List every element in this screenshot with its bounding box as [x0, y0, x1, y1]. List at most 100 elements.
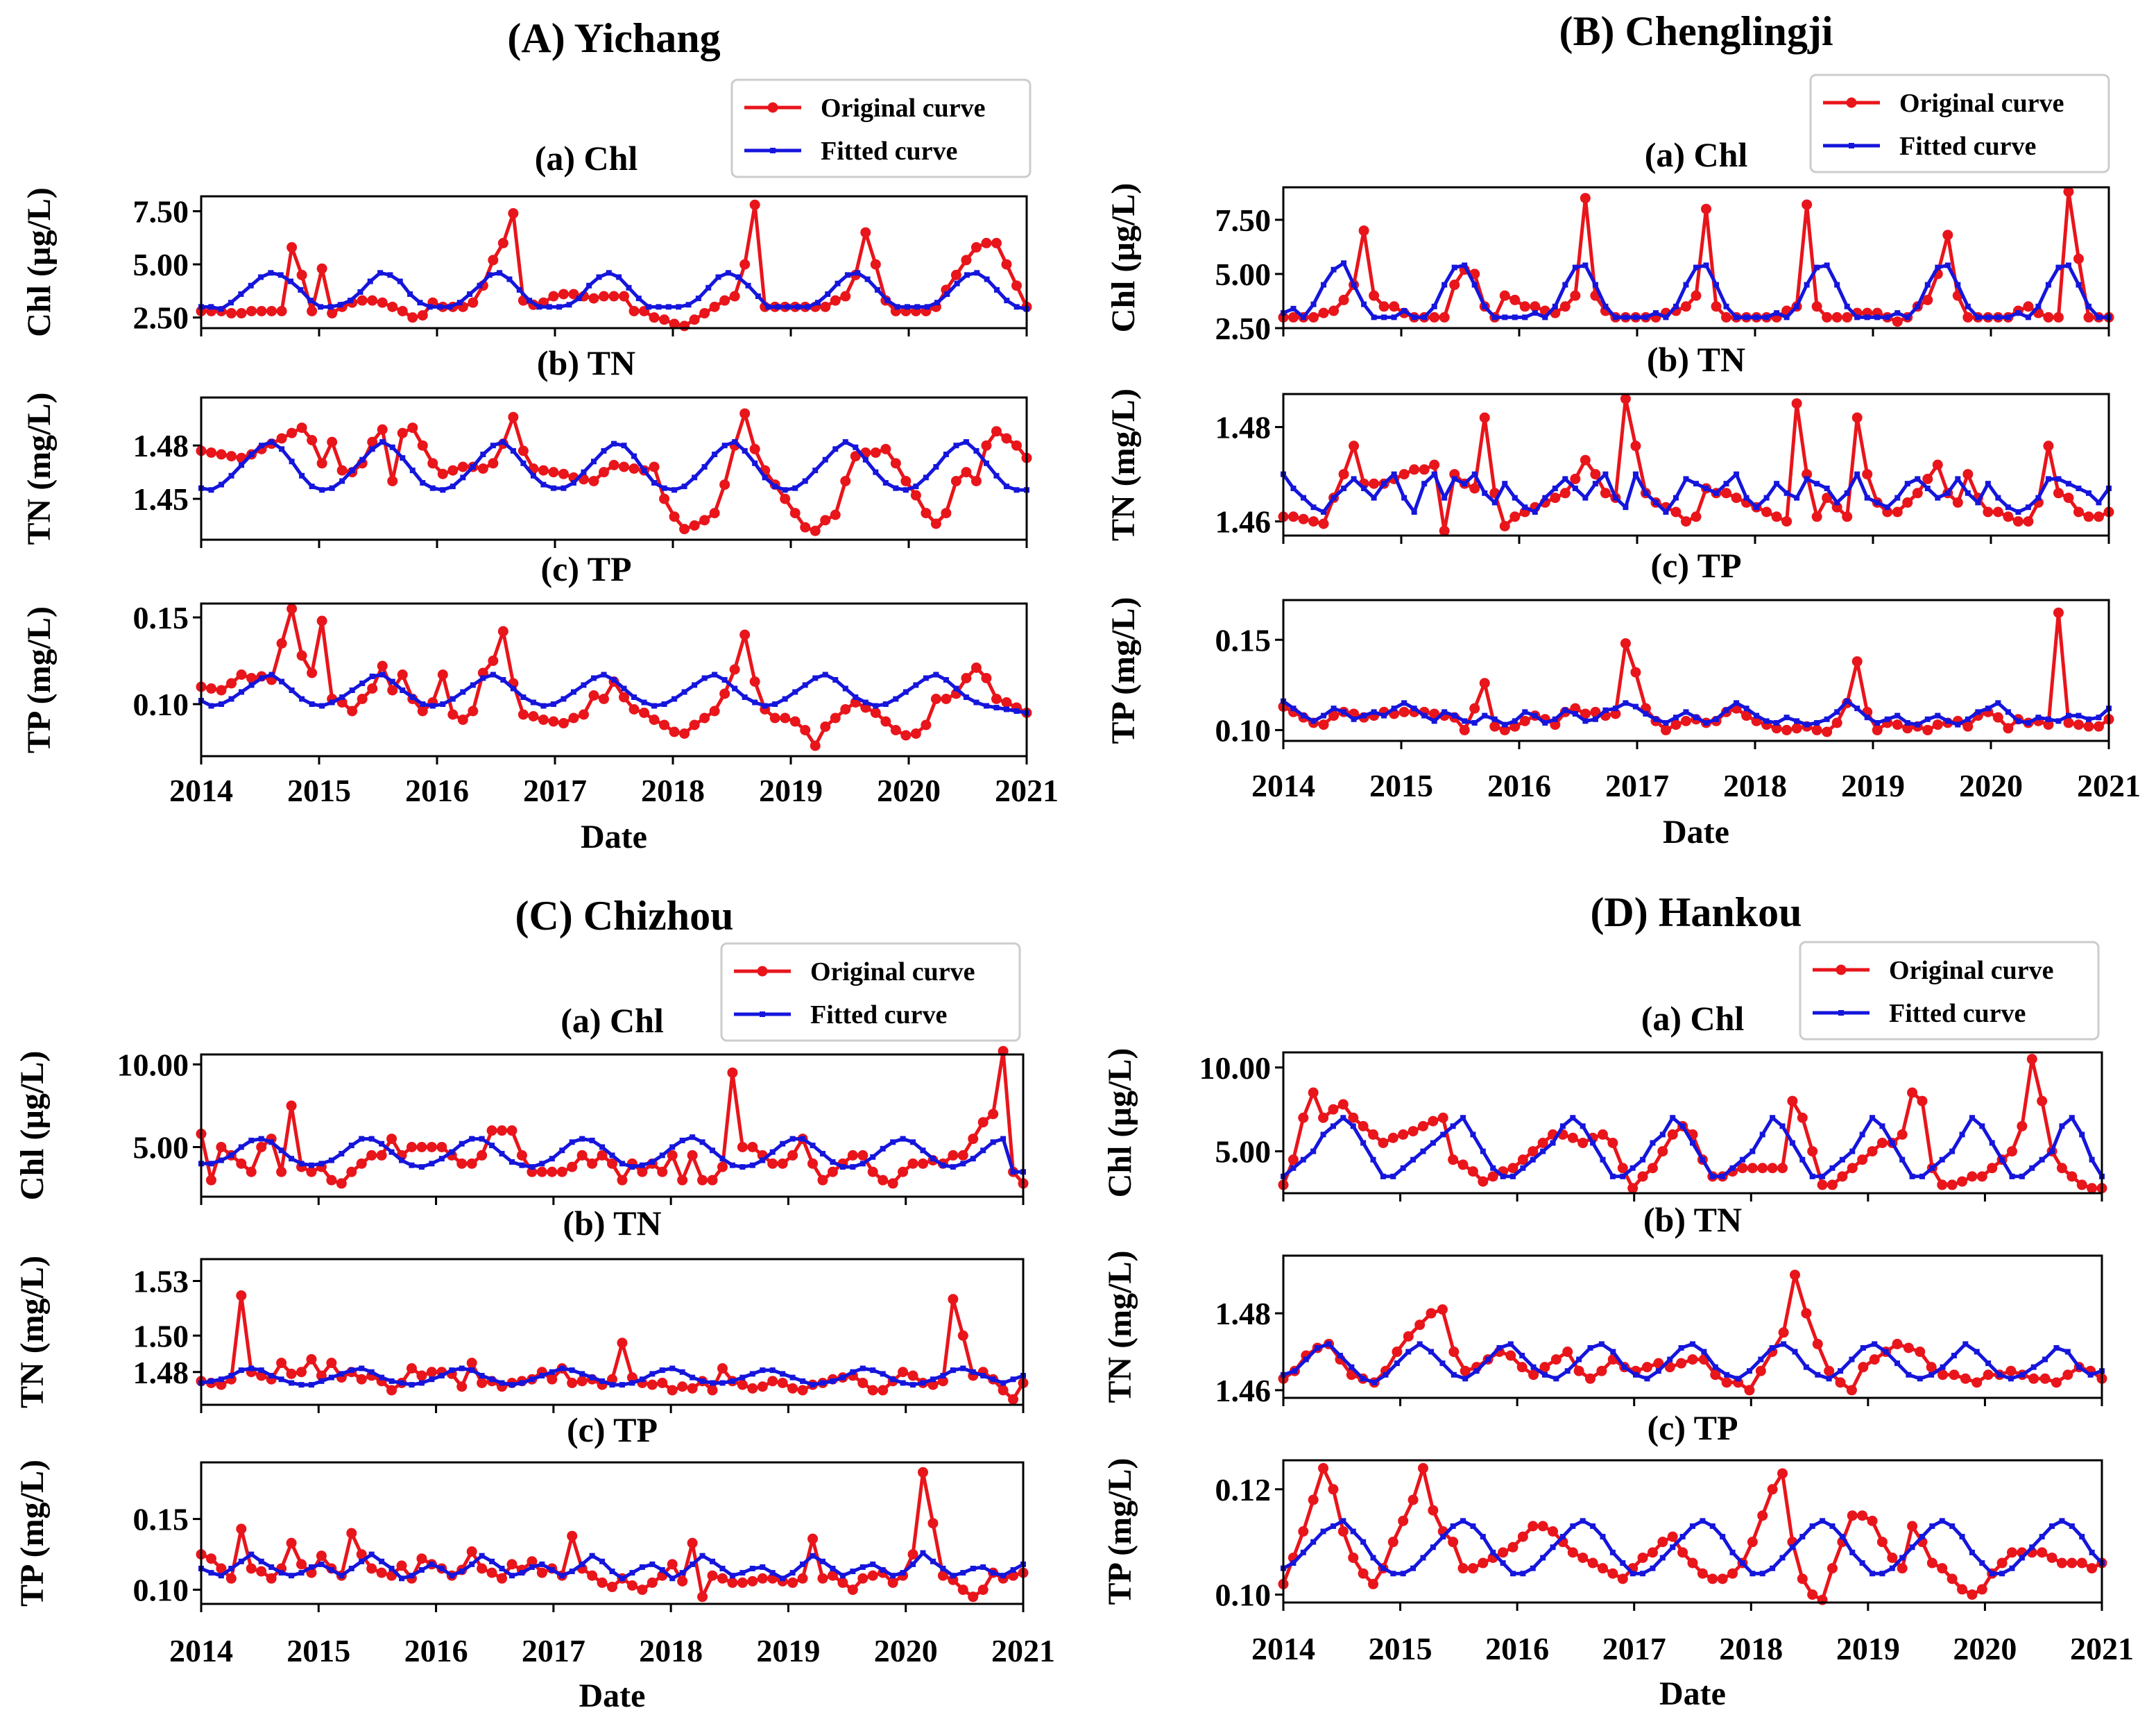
fitted-point [2059, 1518, 2065, 1524]
fitted-point [2005, 314, 2011, 321]
fitted-point [1709, 1523, 1716, 1529]
original-point [840, 475, 851, 486]
fitted-point [1944, 718, 1951, 724]
original-point [1858, 1362, 1869, 1373]
fitted-point [1779, 1555, 1786, 1561]
fitted-point [1904, 719, 1910, 726]
subplot-title: (b) TN [537, 343, 635, 382]
original-point [830, 509, 841, 520]
original-point [1630, 667, 1641, 678]
fitted-point [626, 284, 632, 291]
subplot-title: (b) TN [1643, 1200, 1742, 1239]
fitted-point [1522, 504, 1528, 511]
fitted-point [944, 291, 950, 297]
original-point [387, 685, 398, 696]
panel-title: (B) Chenglingji [1559, 8, 1833, 54]
fitted-point [850, 1569, 856, 1575]
original-point [729, 664, 740, 675]
fitted-point [913, 682, 919, 688]
fitted-point [2087, 1372, 2094, 1378]
original-point [1677, 1547, 1688, 1558]
original-point [719, 688, 730, 699]
fitted-point [920, 1147, 926, 1154]
fitted-point [299, 696, 305, 702]
original-point [608, 291, 619, 302]
original-point [1328, 1484, 1339, 1495]
original-point [1449, 280, 1460, 291]
subplot-title: (c) TP [1651, 546, 1742, 585]
fitted-point [519, 1380, 525, 1386]
fitted-point [1985, 481, 1991, 487]
fitted-point [309, 701, 315, 707]
original-point [426, 1367, 437, 1378]
fitted-point [1512, 718, 1518, 724]
fitted-point [1894, 310, 1901, 316]
original-point [1530, 301, 1541, 312]
fitted-point [248, 1137, 255, 1143]
fitted-point [1693, 481, 1699, 487]
fitted-point [379, 1558, 385, 1564]
original-point [1414, 1319, 1426, 1331]
subplot-title: (c) TP [1648, 1408, 1738, 1447]
fitted-point [2019, 1173, 2025, 1179]
fitted-point [1440, 1131, 1446, 1138]
fitted-point [1421, 712, 1428, 719]
legend-original-marker [1836, 964, 1847, 975]
original-point [266, 305, 277, 316]
original-point [1887, 1552, 1898, 1563]
original-point [1417, 1462, 1428, 1473]
original-point [206, 447, 217, 458]
fitted-point [2065, 481, 2071, 487]
fitted-point [2019, 1555, 2025, 1561]
fitted-point [1290, 1165, 1297, 1171]
original-point [1392, 1347, 1403, 1358]
fitted-point [1559, 1534, 1566, 1540]
fitted-point [1460, 1115, 1466, 1121]
fitted-point [298, 287, 304, 293]
subplot-title: (a) Chl [1645, 135, 1748, 174]
fitted-point [258, 274, 264, 280]
original-point [767, 1158, 778, 1169]
fitted-point [1013, 304, 1020, 310]
fitted-point [258, 1558, 264, 1564]
fitted-point [1703, 719, 1709, 726]
legend-original-label: Original curve [821, 94, 985, 123]
fitted-point [775, 304, 781, 310]
fitted-point [1939, 1156, 1945, 1163]
fitted-point [980, 1373, 986, 1378]
original-point [1667, 1129, 1678, 1140]
original-point [737, 1141, 748, 1152]
fitted-point [880, 1145, 886, 1152]
fitted-point [2045, 716, 2051, 722]
original-point [427, 458, 438, 469]
fitted-point [299, 472, 305, 479]
fitted-point [880, 1567, 886, 1573]
original-point [1479, 412, 1490, 423]
original-point [2023, 516, 2034, 527]
original-point [789, 716, 801, 727]
original-point [466, 1358, 477, 1369]
original-point [256, 1141, 267, 1152]
fitted-point [1763, 718, 1770, 724]
fitted-point [649, 1371, 656, 1377]
fitted-point [228, 472, 234, 479]
fitted-point [953, 443, 959, 449]
original-point [800, 725, 811, 735]
fitted-point [1789, 1140, 1795, 1146]
x-axis-label: Date [1663, 814, 1729, 851]
original-point [707, 1174, 718, 1186]
fitted-point [880, 1371, 886, 1377]
fitted-point [780, 1575, 786, 1582]
original-point [2037, 1095, 2048, 1106]
original-point [757, 1381, 768, 1392]
original-point [2073, 719, 2084, 730]
original-point [1892, 719, 1903, 730]
fitted-point [1995, 314, 2001, 321]
original-point [548, 716, 559, 727]
original-point [226, 308, 237, 319]
original-point [1802, 199, 1813, 210]
original-point [981, 440, 992, 451]
original-point [1408, 1126, 1419, 1137]
fitted-point [1879, 1571, 1885, 1577]
fitted-point [1894, 712, 1901, 719]
